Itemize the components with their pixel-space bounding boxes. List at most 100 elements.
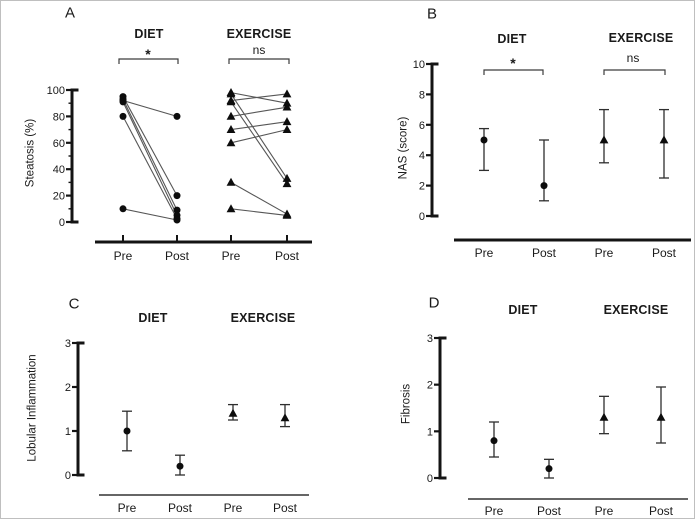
data-point-circle xyxy=(119,205,127,213)
significance-bracket xyxy=(118,58,179,64)
significance-bracket xyxy=(603,69,666,75)
pair-line xyxy=(230,93,288,102)
pair-line xyxy=(230,121,288,131)
x-category-label: Pre xyxy=(222,249,241,263)
panel-a-diet-header: DIET xyxy=(134,26,164,41)
y-tick-label: 6 xyxy=(419,120,425,132)
pair-line xyxy=(230,129,288,144)
x-category-label: Pre xyxy=(595,504,614,518)
panel-a-diet-significance: * xyxy=(145,46,151,62)
panel-b-y-axis-title: NAS (score) xyxy=(397,116,410,180)
pair-line xyxy=(230,208,288,216)
pair-line xyxy=(230,106,288,117)
y-tick-label: 4 xyxy=(419,150,425,162)
data-point-circle xyxy=(173,216,181,224)
panel-d-exercise-header: EXERCISE xyxy=(603,302,669,317)
pair-line xyxy=(122,101,178,216)
y-tick-label: 40 xyxy=(53,164,65,176)
x-category-label: Post xyxy=(275,249,300,263)
data-point-circle xyxy=(490,437,498,445)
data-point-triangle xyxy=(282,125,292,133)
y-tick-label: 0 xyxy=(59,217,65,229)
y-axis xyxy=(438,336,447,480)
data-point-triangle xyxy=(226,204,236,213)
data-point-circle xyxy=(480,136,488,144)
y-tick-label: 2 xyxy=(419,181,425,193)
data-point-triangle xyxy=(282,173,292,182)
data-point-circle xyxy=(540,182,548,190)
data-point-triangle xyxy=(226,138,236,147)
data-point-circle xyxy=(173,112,181,120)
data-point-triangle xyxy=(659,135,669,144)
y-tick-label: 20 xyxy=(53,191,65,203)
data-point-triangle xyxy=(282,89,292,98)
data-point-triangle xyxy=(599,135,609,144)
y-tick-label: 8 xyxy=(419,89,425,101)
panel-c-diet-header: DIET xyxy=(138,310,168,325)
panel-d-diet-header: DIET xyxy=(508,302,538,317)
data-point-triangle xyxy=(226,125,236,133)
significance-bracket xyxy=(228,58,290,64)
y-axis xyxy=(76,341,85,477)
y-tick-label: 3 xyxy=(427,333,433,345)
x-category-label: Post xyxy=(537,504,562,518)
panel-b-exercise-header: EXERCISE xyxy=(608,30,674,45)
y-tick-label: 2 xyxy=(427,380,433,392)
x-category-label: Pre xyxy=(475,246,494,260)
y-tick-label: 10 xyxy=(413,59,425,71)
data-point-circle xyxy=(545,465,553,473)
x-category-label: Post xyxy=(165,249,190,263)
data-point-triangle xyxy=(656,412,666,421)
data-point-circle xyxy=(176,462,184,470)
x-category-label: Pre xyxy=(485,504,504,518)
panel-a-exercise-significance: ns xyxy=(252,43,266,57)
data-point-triangle xyxy=(226,111,236,120)
y-tick-label: 0 xyxy=(427,473,433,485)
pair-line xyxy=(122,208,178,221)
panel-b-diet-header: DIET xyxy=(497,31,527,46)
y-tick-label: 0 xyxy=(65,470,71,482)
x-category-label: Pre xyxy=(118,501,137,515)
x-category-label: Post xyxy=(532,246,557,260)
y-tick-label: 1 xyxy=(65,426,71,438)
x-category-label: Post xyxy=(168,501,193,515)
data-point-triangle xyxy=(226,89,236,98)
y-tick-label: 100 xyxy=(47,85,65,97)
x-category-label: Pre xyxy=(224,501,243,515)
panel-a-exercise-header: EXERCISE xyxy=(226,26,292,41)
y-axis xyxy=(430,62,439,218)
data-point-circle xyxy=(173,206,181,214)
data-point-triangle xyxy=(226,177,236,186)
panel-b-exercise-significance: ns xyxy=(626,51,640,65)
x-category-label: Pre xyxy=(114,249,133,263)
panel-c-y-axis-title: Lobular Inflammation xyxy=(26,354,39,462)
x-category-label: Post xyxy=(649,504,674,518)
pair-line xyxy=(122,116,178,219)
data-point-circle xyxy=(119,112,127,120)
y-tick-label: 80 xyxy=(53,111,65,123)
data-point-circle xyxy=(119,98,127,106)
x-category-label: Pre xyxy=(595,246,614,260)
data-point-circle xyxy=(173,192,181,200)
data-point-triangle xyxy=(226,97,236,106)
data-point-triangle xyxy=(599,412,609,421)
data-point-triangle xyxy=(282,179,292,188)
y-tick-label: 2 xyxy=(65,382,71,394)
pair-line xyxy=(122,100,178,117)
data-point-triangle xyxy=(280,413,290,422)
significance-bracket xyxy=(483,69,544,75)
data-point-triangle xyxy=(282,117,292,126)
data-point-triangle xyxy=(228,408,238,417)
panel-b-letter: B xyxy=(426,5,438,23)
data-point-triangle xyxy=(282,210,292,219)
panel-b-diet-significance: * xyxy=(510,55,516,71)
panel-c-letter: C xyxy=(68,295,80,313)
data-point-triangle xyxy=(282,102,292,111)
pair-line xyxy=(230,92,288,104)
pair-line xyxy=(230,181,288,215)
y-tick-label: 1 xyxy=(427,426,433,438)
x-category-label: Post xyxy=(273,501,298,515)
pair-line xyxy=(122,98,178,211)
